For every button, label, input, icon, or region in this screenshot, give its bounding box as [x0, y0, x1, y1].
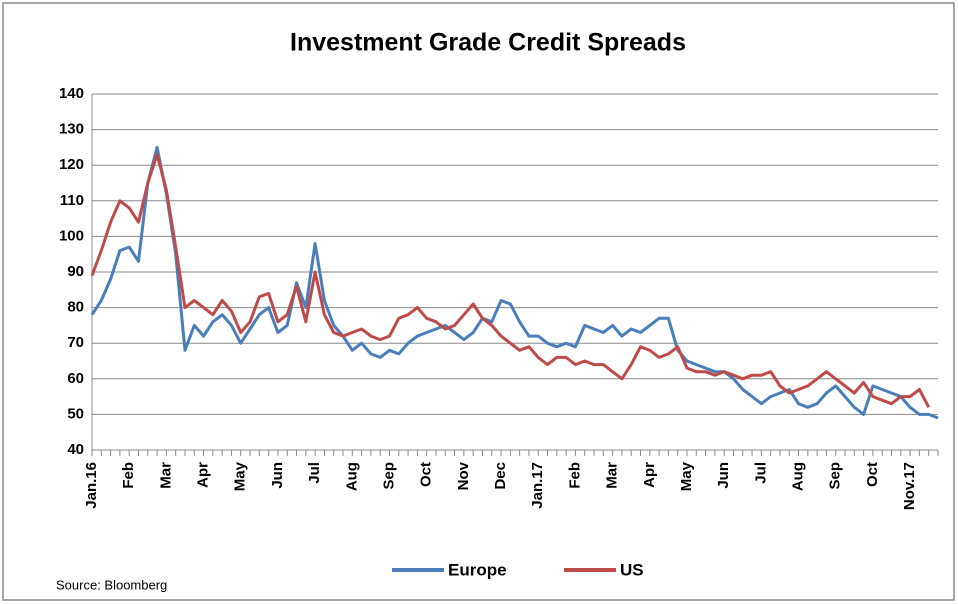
legend: Europe US	[392, 560, 644, 579]
y-tick-label: 60	[67, 370, 84, 387]
y-tick-label: 140	[59, 85, 84, 102]
legend-label: Europe	[448, 560, 507, 579]
x-tick-label: May	[232, 461, 249, 491]
y-tick-label: 110	[60, 192, 84, 209]
x-tick-label: Oct	[864, 462, 881, 487]
y-tick-label: 70	[67, 334, 84, 351]
y-tick-label: 40	[67, 441, 84, 458]
x-tick-label: Jul	[752, 462, 769, 484]
x-tick-label: Feb	[566, 462, 583, 489]
y-tick-label: 100	[59, 227, 84, 244]
x-tick-label: Dec	[492, 462, 509, 490]
series-line	[90, 145, 939, 420]
x-tick-label: Apr	[641, 462, 658, 488]
x-tick-label: Aug	[790, 462, 807, 491]
y-tick-label: 130	[59, 121, 84, 138]
y-tick-label: 90	[67, 263, 84, 280]
series-line	[90, 153, 931, 408]
x-tick-label: Feb	[120, 462, 137, 489]
x-tick-label: Oct	[418, 462, 435, 487]
x-tick-label: May	[678, 461, 695, 491]
x-tick-label: Jun	[715, 462, 732, 489]
y-tick-label: 80	[67, 299, 84, 316]
x-tick-label: Nov	[455, 461, 472, 490]
x-tick-label: Jul	[306, 462, 323, 484]
x-tick-label: Apr	[195, 462, 212, 488]
x-tick-label: Jan.17	[529, 462, 546, 509]
chart-title: Investment Grade Credit Spreads	[290, 29, 686, 57]
source: Source: Bloomberg	[56, 577, 167, 592]
x-tick-label: Sep	[827, 462, 844, 490]
y-tick-label: 50	[67, 405, 84, 422]
x-tick-label: Mar	[604, 462, 621, 489]
x-tick-label: Jan.16	[83, 462, 100, 509]
x-tick-label: Sep	[380, 462, 397, 490]
y-tick-label: 120	[59, 156, 84, 173]
x-tick-label: Mar	[157, 462, 174, 489]
x-tick-label: Nov.17	[901, 462, 918, 510]
x-tick-label: Aug	[343, 462, 360, 491]
legend-label: US	[620, 560, 644, 579]
x-tick-label: Jun	[269, 462, 286, 489]
